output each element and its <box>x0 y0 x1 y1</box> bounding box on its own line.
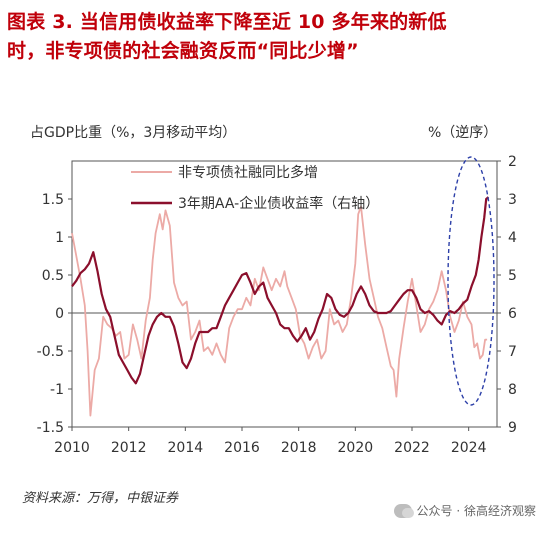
x-tick-label: 2016 <box>224 440 260 456</box>
legend-label-series1: 非专项债社融同比多增 <box>178 164 318 181</box>
right-tick-label: 8 <box>508 382 517 398</box>
left-axis-label: 占GDP比重（%，3月移动平均） <box>30 125 236 141</box>
wechat-icon <box>393 503 414 518</box>
x-tick-label: 2020 <box>338 440 374 456</box>
left-tick-label: -0.5 <box>37 344 64 360</box>
x-axis: 2010 2012 2014 2016 2018 2020 2022 2024 <box>54 427 487 456</box>
left-tick-label: 1.5 <box>42 192 64 208</box>
left-tick-label: -1 <box>50 382 64 398</box>
chart-title-line2: 时，非专项债的社会融资反而“同比少增” <box>7 40 359 62</box>
x-tick-label: 2024 <box>451 440 487 456</box>
x-tick-label: 2018 <box>281 440 317 456</box>
right-axis: 2 3 4 5 6 7 8 9 <box>497 154 517 436</box>
right-axis-label: %（逆序） <box>428 125 497 141</box>
chart-title-line1: 图表 3. 当信用债收益率下降至近 10 多年来的新低 <box>7 11 447 33</box>
right-tick-label: 7 <box>508 344 517 360</box>
legend: 非专项债社融同比多增 3年期AA-企业债收益率（右轴） <box>131 164 379 212</box>
series-line-aa-minus-yield <box>71 196 490 385</box>
right-tick-label: 2 <box>508 154 517 170</box>
x-tick-label: 2022 <box>394 440 430 456</box>
x-tick-label: 2010 <box>54 440 90 456</box>
plot-frame <box>71 160 498 428</box>
right-tick-label: 4 <box>508 230 517 246</box>
right-tick-label: 3 <box>508 192 517 208</box>
left-tick-label: 0.5 <box>42 268 64 284</box>
left-tick-label: 1 <box>55 230 64 246</box>
left-axis: 1.5 1 0.5 0 -0.5 -1 -1.5 <box>37 192 72 436</box>
watermark-text: 公众号 · 徐高经济观察 <box>416 504 536 518</box>
right-tick-label: 9 <box>508 420 517 436</box>
watermark: 公众号 · 徐高经济观察 <box>393 502 536 519</box>
right-tick-label: 6 <box>508 306 517 322</box>
left-tick-label: 0 <box>55 306 64 322</box>
legend-label-series2: 3年期AA-企业债收益率（右轴） <box>178 195 379 212</box>
highlight-ellipse <box>447 156 495 406</box>
chart-title: 图表 3. 当信用债收益率下降至近 10 多年来的新低 时，非专项债的社会融资反… <box>7 8 545 66</box>
series-line-nonspecial-bond-financing <box>71 205 488 417</box>
x-tick-label: 2012 <box>111 440 147 456</box>
right-tick-label: 5 <box>508 268 517 284</box>
x-tick-label: 2014 <box>168 440 204 456</box>
left-tick-label: -1.5 <box>37 420 64 436</box>
source-note: 资料来源：万得，中银证券 <box>22 491 179 506</box>
